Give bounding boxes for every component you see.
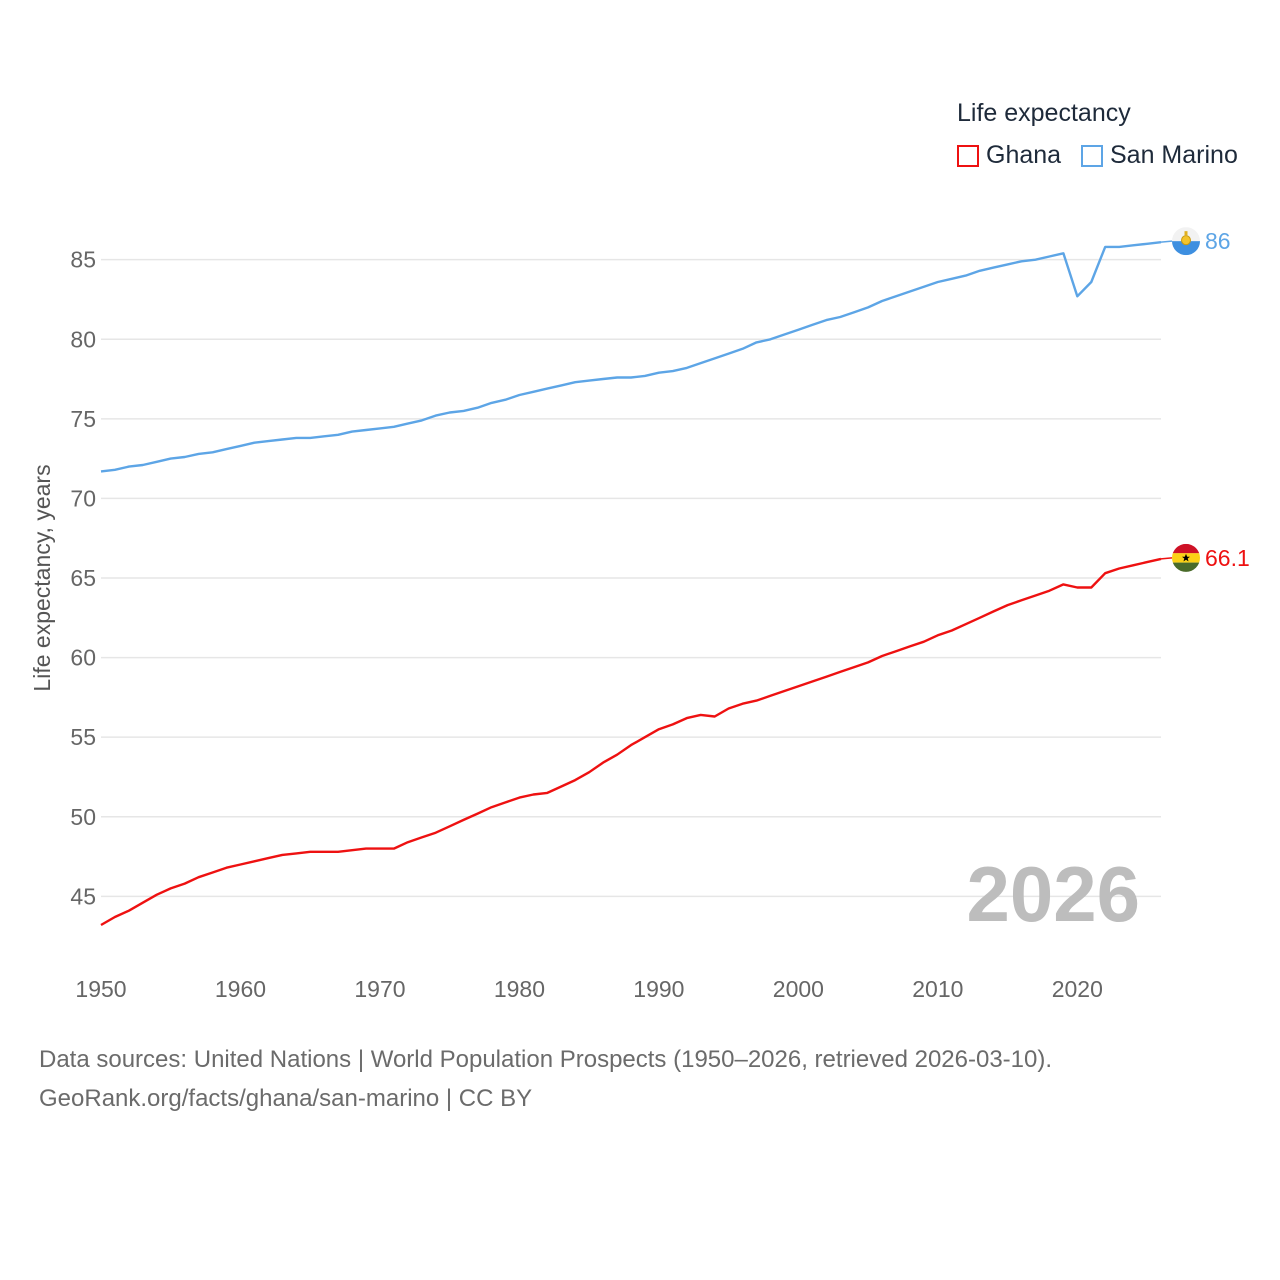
series-line-ghana[interactable] [100, 557, 1162, 927]
x-tick-label-2020: 2020 [1052, 976, 1103, 1002]
end-label-san-marino: 86 [1205, 228, 1231, 254]
legend-label-san-marino: San Marino [1110, 141, 1238, 169]
x-tick-label-1980: 1980 [494, 976, 545, 1002]
y-tick-label-80: 80 [70, 326, 96, 352]
y-tick-label-60: 60 [70, 645, 96, 671]
y-tick-label-85: 85 [70, 247, 96, 273]
san-marino-flag-icon [1172, 227, 1200, 256]
y-tick-label-50: 50 [70, 804, 96, 830]
source-line-1: Data sources: United Nations | World Pop… [39, 1046, 1053, 1073]
y-tick-label-45: 45 [70, 883, 96, 909]
year-watermark: 2026 [966, 850, 1140, 938]
x-tick-label-2010: 2010 [912, 976, 963, 1002]
x-tick-label-1960: 1960 [215, 976, 266, 1002]
legend-item-ghana[interactable]: Ghana [957, 141, 1061, 170]
x-tick-label-1970: 1970 [354, 976, 405, 1002]
source-line-2[interactable]: GeoRank.org/facts/ghana/san-marino | CC … [39, 1085, 533, 1112]
x-axis-ticks: 1950 1960 1970 1980 1990 2000 2010 2020 [75, 976, 1102, 1002]
end-label-ghana: 66.1 [1205, 545, 1250, 571]
legend-swatch-ghana [957, 144, 979, 167]
series-lines [100, 241, 1162, 927]
y-axis-title: Life expectancy, years [29, 464, 55, 691]
series-line-san-marino[interactable] [100, 241, 1162, 473]
y-tick-label-75: 75 [70, 406, 96, 432]
connector-ghana [1160, 557, 1173, 560]
x-tick-label-2000: 2000 [773, 976, 824, 1002]
y-axis-ticks: 45 50 55 60 65 70 75 80 85 [70, 247, 96, 910]
series-end-markers: 66.1 86 [1160, 227, 1250, 572]
legend-title: Life expectancy [957, 99, 1131, 127]
x-tick-label-1950: 1950 [75, 976, 126, 1002]
grid-lines [101, 258, 1161, 898]
y-tick-label-55: 55 [70, 724, 96, 750]
y-tick-label-70: 70 [70, 485, 96, 511]
connector-san-marino [1160, 240, 1173, 243]
x-tick-label-1990: 1990 [633, 976, 684, 1002]
legend-swatch-san-marino [1081, 144, 1103, 167]
y-tick-label-65: 65 [70, 565, 96, 591]
legend-item-san-marino[interactable]: San Marino [1081, 141, 1238, 170]
ghana-flag-icon [1172, 543, 1200, 572]
legend-label-ghana: Ghana [986, 141, 1062, 169]
